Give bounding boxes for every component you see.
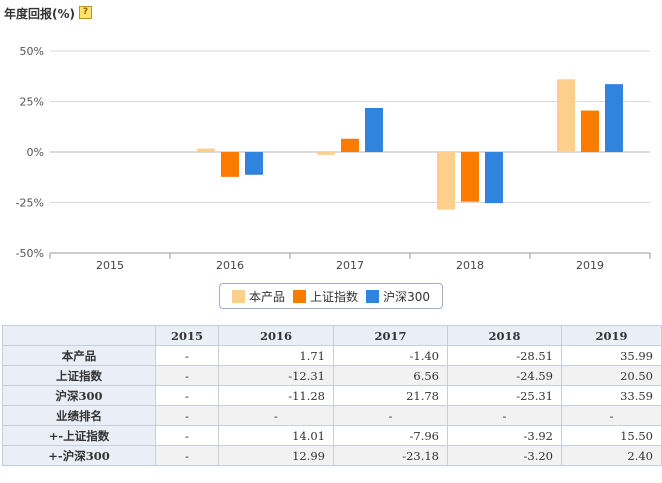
table-row: 上证指数 - -12.31 6.56 -24.59 20.50: [2, 365, 662, 386]
table-row-label: 上证指数: [2, 365, 156, 386]
table-cell: -12.31: [218, 365, 334, 386]
table-row: 业绩排名 - - - - -: [2, 405, 662, 426]
chart-legend: 本产品 上证指数 沪深300: [219, 283, 443, 309]
bar-沪深300-2019[interactable]: [605, 84, 623, 152]
bar-本产品-2018[interactable]: [437, 152, 455, 210]
table-cell: -3.20: [447, 445, 562, 466]
table-cell: -28.51: [447, 345, 562, 366]
table-cell: 1.71: [218, 345, 334, 366]
section-title: 年度回报(%): [4, 6, 75, 21]
table-cell: 2.40: [561, 445, 662, 466]
table-cell: 35.99: [561, 345, 662, 366]
table-cell: -: [155, 385, 219, 406]
table-cell: -3.92: [447, 425, 562, 446]
annual-return-table-container: 2015 2016 2017 2018 2019 本产品 -1.71 -1.40 -28.51…: [2, 325, 662, 466]
table-cell: 21.78: [333, 385, 448, 406]
table-cell: -: [561, 405, 662, 426]
y-tick-label: 0%: [27, 146, 44, 159]
table-row: 沪深300- -11.28 21.78 -25.31 33.59: [2, 385, 662, 406]
bar-沪深300-2016[interactable]: [245, 152, 263, 175]
bar-上证指数-2019[interactable]: [581, 110, 599, 152]
table-cell: -: [333, 405, 448, 426]
bar-上证指数-2016[interactable]: [221, 152, 239, 177]
table-cell: -: [447, 405, 562, 426]
bar-沪深300-2017[interactable]: [365, 108, 383, 152]
bar-上证指数-2017[interactable]: [341, 138, 359, 152]
bar-沪深300-2018[interactable]: [485, 152, 503, 204]
y-tick-label: 50%: [20, 45, 44, 58]
table-header-cell: 2017: [333, 325, 448, 346]
y-tick-label: -25%: [16, 197, 44, 210]
table-cell: -24.59: [447, 365, 562, 386]
table-row-label: 业绩排名: [2, 405, 156, 426]
table-header-row: 2015 2016 2017 2018 2019: [2, 325, 662, 346]
table-header-cell: 2016: [218, 325, 334, 346]
table-cell: -: [218, 405, 334, 426]
legend-label: 上证指数: [310, 289, 359, 304]
table-cell: -: [155, 365, 219, 386]
bar-本产品-2019[interactable]: [557, 79, 575, 152]
annual-return-chart: 50% 25% 0% -25% -50% 2015 2016 2017 2018 2019: [16, 45, 651, 272]
table-cell: -11.28: [218, 385, 334, 406]
x-tick-label: 2016: [216, 259, 244, 272]
table-cell: -: [155, 405, 219, 426]
table-row: 本产品 -1.71 -1.40 -28.51 35.99: [2, 345, 662, 366]
table-cell: -: [155, 425, 219, 446]
x-tick-label: 2018: [456, 259, 484, 272]
legend-label: 本产品: [249, 289, 286, 304]
table-cell: 6.56: [333, 365, 448, 386]
legend-swatch: [293, 289, 307, 303]
section-header: 年度回报(%) ?: [4, 2, 304, 24]
legend-label: 沪深300: [383, 289, 430, 304]
table-cell: -7.96: [333, 425, 448, 446]
table-cell: -23.18: [333, 445, 448, 466]
table-cell: 20.50: [561, 365, 662, 386]
table-header-cell: 2018: [447, 325, 562, 346]
table-header-cell: 2019: [561, 325, 662, 346]
y-tick-label: -50%: [16, 247, 44, 260]
legend-item[interactable]: 沪深300: [366, 288, 430, 305]
table-cell: -: [155, 445, 219, 466]
table-row: +-沪深300-12.99 -23.18 -3.20 2.40: [2, 445, 662, 466]
table-row-label: +-沪深300: [2, 445, 156, 466]
x-tick-label: 2019: [576, 259, 604, 272]
table-corner-cell: [2, 325, 156, 346]
legend-swatch: [366, 289, 380, 303]
bar-本产品-2016[interactable]: [197, 148, 215, 152]
table-cell: 15.50: [561, 425, 662, 446]
x-tick-label: 2015: [96, 259, 124, 272]
table-row-label: 本产品: [2, 345, 156, 366]
annual-return-table: 2015 2016 2017 2018 2019 本产品 -1.71 -1.40 -28.51…: [2, 325, 662, 466]
legend-swatch: [232, 289, 246, 303]
legend-item[interactable]: 本产品: [232, 288, 285, 305]
table-row-label: +-上证指数: [2, 425, 156, 446]
table-cell: -25.31: [447, 385, 562, 406]
table-cell: -: [155, 345, 219, 366]
table-cell: 12.99: [218, 445, 334, 466]
table-row-label: 沪深300: [2, 385, 156, 406]
help-icon[interactable]: ?: [79, 5, 92, 19]
table-cell: 33.59: [561, 385, 662, 406]
x-tick-label: 2017: [336, 259, 364, 272]
table-row: +-上证指数 -14.01 -7.96 -3.92 15.50: [2, 425, 662, 446]
bar-本产品-2017[interactable]: [317, 152, 335, 155]
table-header-cell: 2015: [155, 325, 219, 346]
table-cell: 14.01: [218, 425, 334, 446]
y-tick-label: 25%: [20, 96, 44, 109]
bar-上证指数-2018[interactable]: [461, 152, 479, 202]
legend-item[interactable]: 上证指数: [293, 288, 358, 305]
table-cell: -1.40: [333, 345, 448, 366]
